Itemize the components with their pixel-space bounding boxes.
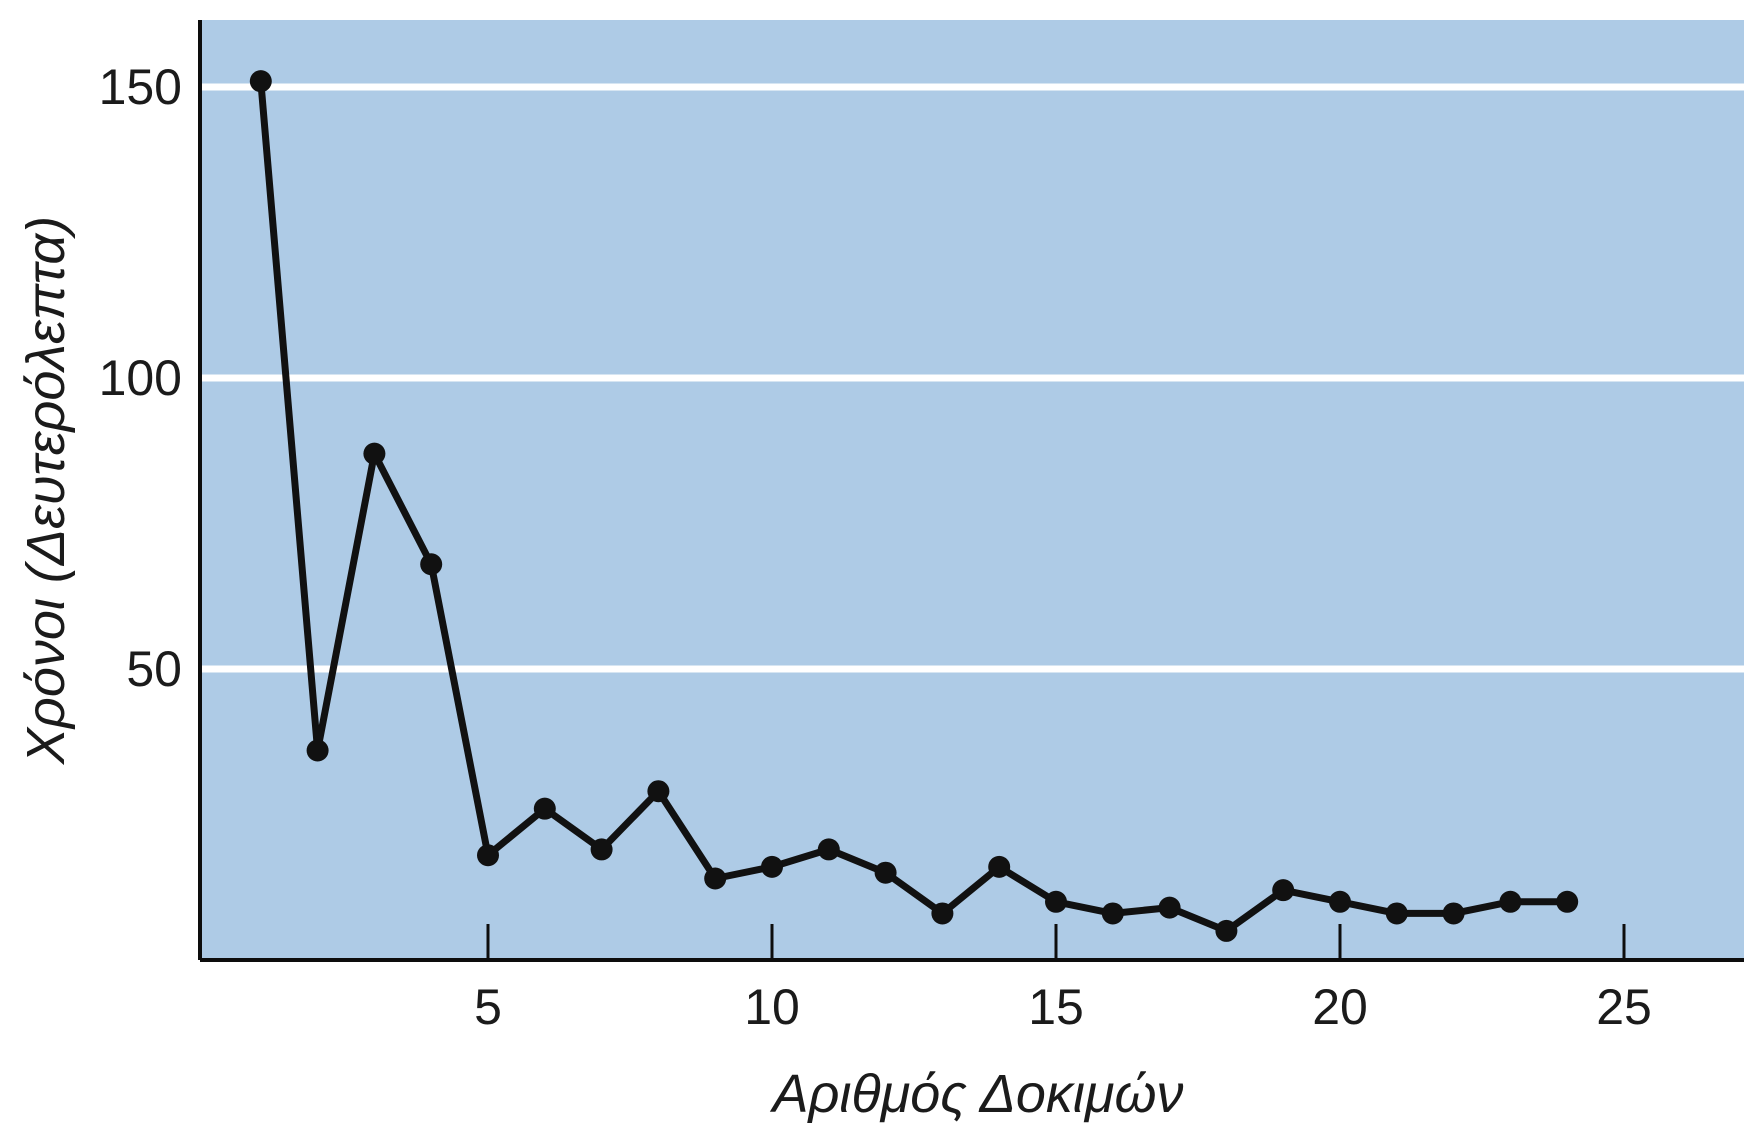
series-group [249, 70, 1579, 942]
data-point [1385, 902, 1408, 925]
data-point [761, 855, 783, 878]
data-point [363, 442, 386, 465]
data-point [1556, 890, 1579, 913]
data-point [931, 902, 954, 925]
x-tick-label-15: 15 [1028, 979, 1084, 1035]
y-axis-title: Χρόνοι (Δευτερόλεπτα) [16, 216, 76, 766]
y-tick-label-100: 100 [99, 350, 182, 406]
data-point [874, 861, 897, 884]
data-point [249, 70, 272, 93]
data-point [1499, 890, 1522, 913]
gridlines [202, 83, 1744, 673]
y-tick-label-150: 150 [99, 59, 182, 115]
data-point [704, 867, 727, 890]
data-point [533, 797, 556, 820]
y-tick-label-50: 50 [126, 641, 182, 697]
data-point [1215, 919, 1238, 942]
x-axis-title: Αριθμός Δοκιμών [769, 1064, 1183, 1124]
y-ticks: 50 100 150 [99, 59, 182, 697]
data-point [1442, 902, 1465, 925]
data-point [1101, 902, 1124, 925]
data-point [988, 855, 1011, 878]
data-point [420, 553, 443, 576]
plot-background [200, 20, 1744, 960]
data-point [1045, 890, 1067, 913]
data-point [647, 780, 670, 803]
data-point [1329, 890, 1351, 913]
data-point [1158, 896, 1181, 919]
data-point [817, 838, 840, 861]
data-point [1272, 879, 1295, 902]
data-point [306, 739, 329, 762]
x-tick-label-25: 25 [1596, 979, 1652, 1035]
x-ticks: 5 10 15 20 25 [474, 924, 1652, 1035]
data-point [477, 844, 499, 867]
x-tick-label-10: 10 [744, 979, 800, 1035]
x-tick-label-5: 5 [474, 979, 502, 1035]
data-point [590, 838, 613, 861]
x-tick-label-20: 20 [1312, 979, 1368, 1035]
